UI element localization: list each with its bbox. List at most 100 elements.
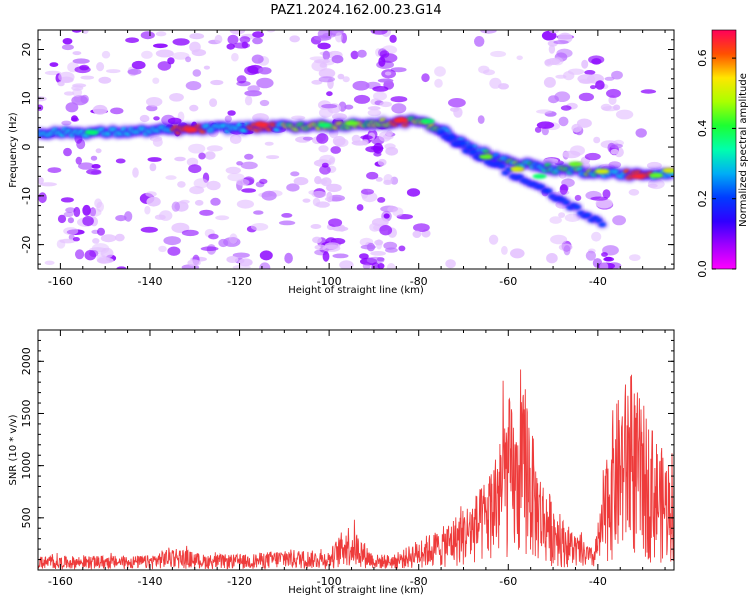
spectrogram-speckle — [326, 191, 333, 203]
spectrogram-speckle — [371, 262, 380, 269]
spectrogram-speckle — [252, 31, 264, 38]
spectrogram-speckle — [226, 43, 235, 50]
spectrogram-speckle — [96, 62, 105, 72]
spectrogram-speckle — [84, 250, 97, 261]
spectrogram-speckle — [290, 171, 300, 177]
spectrogram-speckle — [95, 148, 102, 154]
spectrogram-speckle — [153, 43, 168, 49]
spectrogram-speckle — [558, 116, 569, 127]
spectrogram-speckle — [192, 69, 202, 77]
spectrogram-speckle — [167, 246, 181, 256]
spectrogram-speckle — [374, 239, 384, 246]
spectrogram-speckle — [318, 68, 336, 79]
spectrogram-speckle — [558, 212, 566, 219]
spectrogram-speckle — [208, 233, 219, 240]
spectrogram-speckle — [373, 91, 387, 101]
spectrogram-speckle — [584, 152, 601, 161]
spectrogram-speckle — [302, 198, 311, 203]
spectrogram-speckle — [450, 107, 460, 112]
spectrogram-speckle — [370, 251, 386, 256]
colorbar-ticks: 0.0 0.2 0.4 0.6 — [696, 49, 736, 278]
spectrogram-speckle — [608, 161, 622, 169]
spectrogram-frame — [37, 29, 675, 270]
spectrogram-speckle — [229, 233, 238, 244]
spectrogram-speckle — [101, 50, 111, 59]
spectrogram-speckle — [477, 115, 485, 124]
spectrogram-speckle — [63, 91, 75, 96]
y-tick-label: 0 — [20, 144, 33, 151]
spectrogram-speckle — [474, 36, 485, 47]
spectrogram-speckle — [322, 251, 330, 262]
spectrogram-speckle — [224, 115, 232, 123]
x-tick-label: -140 — [137, 275, 162, 288]
spectrogram-speckle — [188, 143, 206, 154]
spectrogram-speckle — [169, 93, 184, 102]
spectrogram-speckle — [92, 238, 100, 244]
spectrogram-speckle — [39, 182, 57, 187]
spectrogram-speckle — [259, 178, 268, 184]
spectrogram-speckle — [252, 113, 269, 123]
trace-core — [563, 200, 570, 205]
spectrogram-speckle — [548, 30, 560, 34]
spectrogram-speckle — [250, 223, 269, 231]
trace-hotspot — [254, 122, 269, 128]
spectrogram-speckle — [65, 207, 76, 213]
spectrogram-speckle — [516, 55, 523, 61]
spectrogram-speckle — [390, 67, 407, 73]
trace-hotspot — [393, 117, 408, 123]
spectrogram-speckle — [548, 44, 556, 54]
spectrogram-speckle — [80, 75, 95, 80]
spectrogram-speckle — [210, 197, 221, 206]
spectrogram-speckle — [100, 247, 114, 259]
spectrogram-x-axis-label: Height of straight line (km) — [288, 285, 424, 296]
spectrogram-speckle — [154, 214, 166, 220]
spectrogram-speckle — [82, 215, 94, 227]
spectrogram-speckle — [384, 71, 392, 76]
trace-hotspot — [344, 120, 359, 126]
spectrogram-speckle — [293, 177, 309, 186]
spectrogram-speckle — [321, 162, 329, 168]
spectrogram-speckle — [75, 156, 83, 165]
spectrogram-speckle — [310, 224, 322, 229]
snr-y-axis-label: SNR (10 * v/v) — [8, 414, 19, 485]
trace-core — [598, 222, 606, 227]
spectrogram-speckle — [331, 55, 344, 64]
y-tick-label: 10 — [20, 91, 33, 105]
spectrogram-speckle — [149, 163, 157, 172]
spectrogram-speckle — [206, 180, 221, 191]
spectrogram-speckle — [167, 117, 182, 125]
spectrogram-speckle — [601, 252, 608, 257]
spectrogram-speckle — [177, 181, 186, 188]
spectrogram-speckle — [251, 54, 264, 64]
spectrogram-speckle — [319, 165, 331, 175]
snr-panel: -160 -140 -120 -100 -80 -60 -40 500 1000 1500 2000… — [8, 329, 675, 596]
spectrogram-speckle — [181, 229, 199, 237]
spectrogram-speckle — [229, 30, 246, 35]
spectrogram-speckle — [232, 252, 250, 258]
spectrogram-speckle — [284, 252, 293, 264]
spectrogram-speckle — [379, 50, 390, 58]
colorbar-label: Normalized spectral amplitude — [738, 73, 749, 227]
x-tick-label: -80 — [410, 575, 428, 588]
spectrogram-speckle — [186, 157, 199, 167]
snr-series-line — [38, 369, 674, 570]
spectrogram-speckle — [258, 67, 272, 75]
spectrogram-speckle — [61, 44, 74, 51]
spectrogram-speckle — [335, 32, 343, 43]
colorbar-tick-label: 0.6 — [696, 49, 709, 67]
spectrogram-speckle — [330, 146, 342, 154]
spectrogram-speckle — [141, 50, 153, 59]
spectrogram-speckle — [210, 79, 224, 86]
spectrogram-speckle — [543, 77, 556, 88]
spectrogram-speckle — [367, 106, 381, 111]
spectrogram-speckle — [611, 70, 623, 80]
y-tick-label: 20 — [20, 43, 33, 57]
spectrogram-speckle — [332, 226, 349, 232]
spectrogram-speckle — [146, 97, 163, 107]
spectrogram-plot-area — [38, 30, 674, 269]
spectrogram-speckle — [326, 91, 333, 97]
spectrogram-speckle — [317, 178, 328, 185]
spectrogram-speckle — [231, 52, 239, 62]
x-tick-label: -40 — [589, 275, 607, 288]
spectrogram-speckle — [318, 107, 333, 118]
